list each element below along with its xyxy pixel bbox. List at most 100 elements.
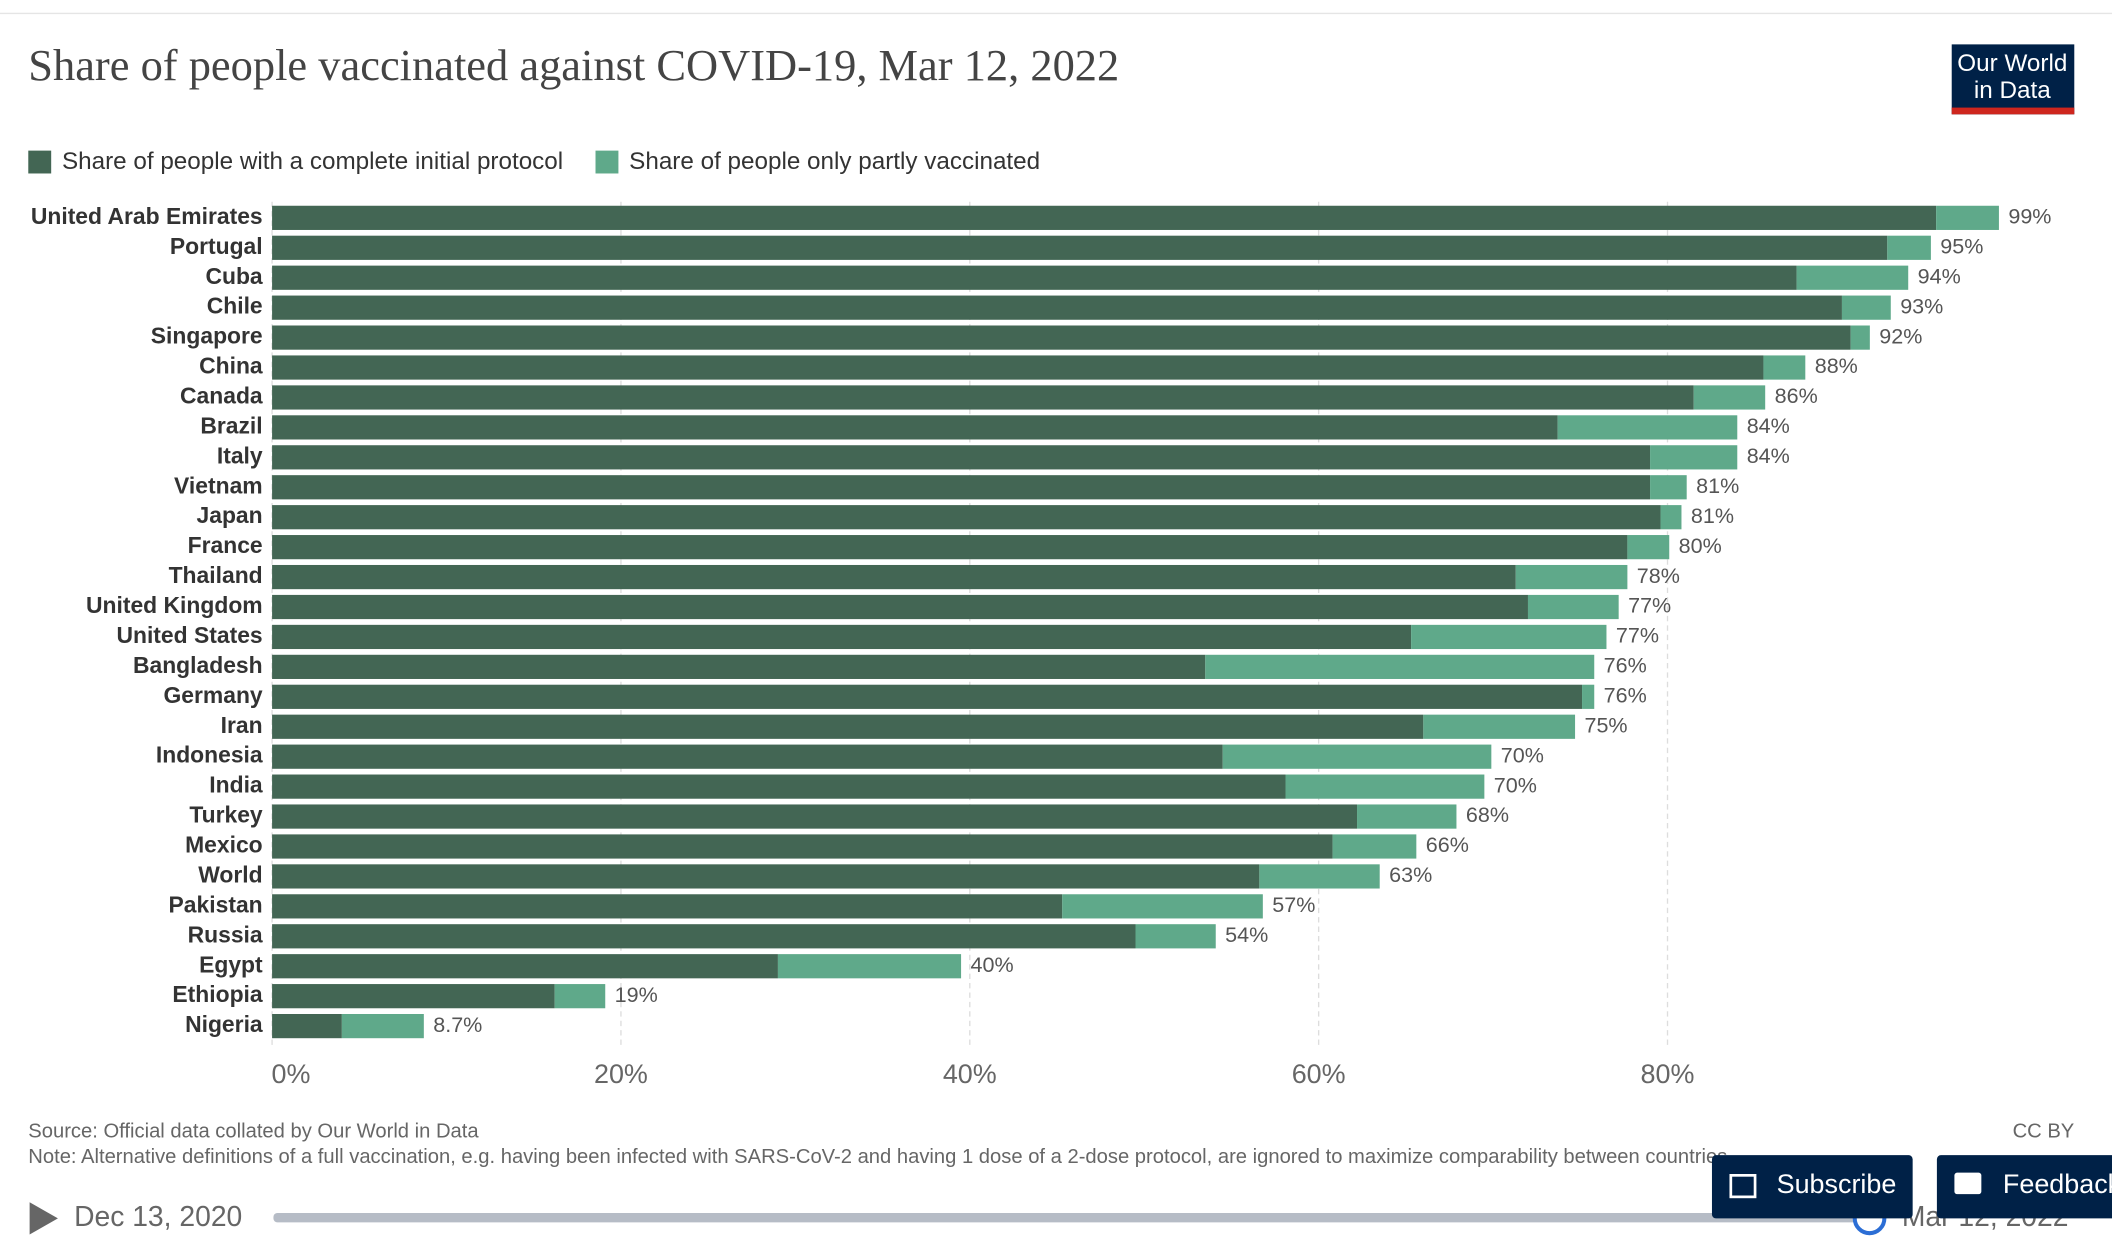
logo bbox=[1951, 44, 2075, 115]
bar-segment bbox=[272, 325, 1851, 350]
x-tick-label: 20% bbox=[594, 1059, 648, 1089]
y-tick-label: Thailand bbox=[169, 562, 263, 588]
y-tick-label: Mexico bbox=[185, 832, 263, 858]
y-tick-label: United Kingdom bbox=[86, 592, 263, 618]
timeline-track[interactable] bbox=[273, 1213, 1863, 1223]
bar-segment bbox=[272, 624, 1412, 650]
bar-segment bbox=[272, 924, 1136, 949]
bar-segment bbox=[1582, 684, 1595, 709]
bar-segment bbox=[272, 774, 1286, 799]
bar-segment bbox=[272, 654, 1206, 679]
value-label: 66% bbox=[1426, 833, 1469, 857]
bar-segment bbox=[1850, 325, 1870, 350]
value-label: 92% bbox=[1879, 324, 1922, 348]
bar-segment bbox=[272, 535, 1628, 560]
y-tick-label: World bbox=[198, 861, 262, 887]
subscribe-button[interactable] bbox=[1711, 1155, 1913, 1219]
y-tick-label: Cuba bbox=[205, 263, 262, 289]
value-label: 81% bbox=[1691, 504, 1734, 528]
value-label: 8.7% bbox=[433, 1013, 482, 1037]
timeline-start: Dec 13, 2020 bbox=[74, 1200, 242, 1232]
bar-segment bbox=[1332, 834, 1417, 859]
value-label: 57% bbox=[1272, 893, 1315, 917]
value-label: 86% bbox=[1775, 384, 1818, 408]
value-label: 76% bbox=[1604, 654, 1647, 678]
value-label: 95% bbox=[1940, 234, 1983, 258]
value-label: 75% bbox=[1584, 713, 1627, 737]
value-label: 78% bbox=[1637, 564, 1680, 588]
y-tick-label: China bbox=[199, 353, 263, 379]
bar-segment bbox=[1693, 385, 1766, 410]
bar-segment bbox=[272, 235, 1888, 260]
bar-segment bbox=[1135, 924, 1216, 949]
y-tick-label: Germany bbox=[163, 682, 262, 708]
y-tick-label: Vietnam bbox=[174, 472, 263, 498]
license: CC BY bbox=[2013, 1121, 2075, 1143]
bar-segment bbox=[272, 864, 1260, 889]
bar-segment bbox=[272, 954, 778, 979]
bar-segment bbox=[1841, 295, 1891, 320]
bar-segment bbox=[272, 385, 1694, 410]
bar-segment bbox=[272, 744, 1223, 769]
bar-segment bbox=[272, 594, 1528, 620]
subscribe-label: Subscribe bbox=[1777, 1169, 1897, 1199]
bar-segment bbox=[272, 1013, 342, 1039]
bar-segment bbox=[777, 954, 962, 979]
value-label: 84% bbox=[1747, 444, 1790, 468]
bar-segment bbox=[272, 295, 1842, 320]
bar-segment bbox=[272, 355, 1764, 380]
legend-label: Share of people with a complete initial … bbox=[62, 148, 563, 175]
y-tick-label: Turkey bbox=[189, 802, 263, 828]
bar-segment bbox=[272, 265, 1797, 290]
y-tick-label: Russia bbox=[188, 921, 263, 947]
legend-swatch bbox=[28, 150, 52, 174]
bar-segment bbox=[272, 505, 1661, 530]
legend-label: Share of people only partly vaccinated bbox=[629, 148, 1040, 175]
feedback-button[interactable] bbox=[1936, 1155, 2112, 1219]
value-label: 76% bbox=[1604, 684, 1647, 708]
bar-segment bbox=[1411, 624, 1607, 650]
y-tick-label: Indonesia bbox=[156, 742, 263, 768]
y-tick-label: Chile bbox=[207, 293, 263, 319]
y-tick-label: Canada bbox=[180, 383, 263, 409]
bar-segment bbox=[1763, 355, 1806, 380]
bar-segment bbox=[1650, 445, 1738, 470]
value-label: 77% bbox=[1628, 594, 1671, 618]
value-label: 84% bbox=[1747, 414, 1790, 438]
y-tick-label: Iran bbox=[221, 712, 263, 738]
bar-segment bbox=[1062, 894, 1263, 919]
bar-segment bbox=[1222, 744, 1492, 769]
bar-segment bbox=[1357, 804, 1457, 829]
value-label: 54% bbox=[1225, 923, 1268, 947]
y-tick-label: France bbox=[188, 532, 263, 558]
y-tick-label: Bangladesh bbox=[133, 652, 263, 678]
bar-segment bbox=[1527, 594, 1619, 620]
x-tick-label: 60% bbox=[1292, 1059, 1346, 1089]
y-tick-label: Singapore bbox=[151, 323, 263, 349]
bar-segment bbox=[1557, 415, 1738, 440]
bar-segment bbox=[1796, 265, 1909, 290]
logo-bar bbox=[1951, 107, 2075, 115]
value-label: 81% bbox=[1696, 474, 1739, 498]
bar-segment bbox=[272, 984, 555, 1009]
x-tick-label: 0% bbox=[271, 1059, 310, 1089]
bar-segment bbox=[1660, 505, 1682, 530]
y-tick-label: Brazil bbox=[200, 412, 262, 438]
y-tick-label: India bbox=[209, 772, 263, 798]
y-tick-label: United Arab Emirates bbox=[31, 203, 263, 229]
bar-segment bbox=[272, 564, 1516, 590]
feedback-icon bbox=[1954, 1172, 1982, 1195]
bar-segment bbox=[1285, 774, 1485, 799]
bar-segment bbox=[554, 984, 606, 1009]
y-tick-label: Egypt bbox=[199, 951, 263, 977]
bar-segment bbox=[272, 834, 1333, 859]
chart-title: Share of people vaccinated against COVID… bbox=[28, 40, 1119, 90]
y-tick-label: Ethiopia bbox=[172, 981, 263, 1007]
bar-segment bbox=[272, 684, 1583, 709]
bar-segment bbox=[1423, 714, 1576, 739]
play-button[interactable] bbox=[29, 1202, 58, 1235]
logo-text: in Data bbox=[1974, 77, 2051, 104]
y-tick-label: United States bbox=[116, 622, 262, 648]
note: Note: Alternative definitions of a full … bbox=[28, 1146, 1733, 1168]
value-label: 70% bbox=[1501, 743, 1544, 767]
